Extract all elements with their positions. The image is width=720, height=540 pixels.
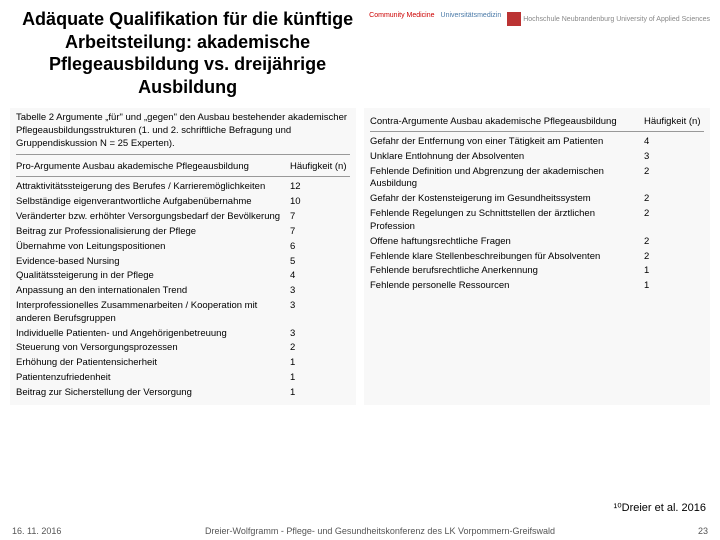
row-label: Patientenzufriedenheit xyxy=(16,372,290,385)
footer-mid: Dreier-Wolfgramm - Pflege- und Gesundhei… xyxy=(92,526,668,536)
table-row: Individuelle Patienten- und Angehörigenb… xyxy=(16,327,350,342)
row-label: Beitrag zur Professionalisierung der Pfl… xyxy=(16,226,290,239)
row-label: Gefahr der Entfernung von einer Tätigkei… xyxy=(370,136,644,149)
table-row: Fehlende Regelungen zu Schnittstellen de… xyxy=(370,207,704,235)
row-value: 2 xyxy=(644,166,704,192)
row-value: 4 xyxy=(290,270,350,283)
row-value: 2 xyxy=(644,236,704,249)
table-row: Veränderter bzw. erhöhter Versorgungsbed… xyxy=(16,210,350,225)
row-value: 1 xyxy=(290,387,350,400)
row-value: 10 xyxy=(290,196,350,209)
table-row: Beitrag zur Professionalisierung der Pfl… xyxy=(16,225,350,240)
pro-argumente-table: Tabelle 2 Argumente „für" und „gegen" de… xyxy=(10,108,356,405)
table-row: Übernahme von Leitungspositionen6 xyxy=(16,240,350,255)
row-value: 7 xyxy=(290,226,350,239)
head-label: Pro-Argumente Ausbau akademische Pflegea… xyxy=(16,161,290,172)
row-value: 3 xyxy=(290,300,350,326)
row-label: Evidence-based Nursing xyxy=(16,256,290,269)
head-value: Häufigkeit (n) xyxy=(644,116,704,127)
row-value: 2 xyxy=(644,251,704,264)
table-row: Fehlende Definition und Abgrenzung der a… xyxy=(370,165,704,193)
row-label: Qualitätssteigerung in der Pflege xyxy=(16,270,290,283)
community-medicine-logo: Community Medicine xyxy=(369,12,434,20)
table-row: Interprofessionelles Zusammenarbeiten / … xyxy=(16,299,350,327)
row-label: Interprofessionelles Zusammenarbeiten / … xyxy=(16,300,290,326)
table-row: Erhöhung der Patientensicherheit1 xyxy=(16,356,350,371)
row-value: 7 xyxy=(290,211,350,224)
table-row: Gefahr der Entfernung von einer Tätigkei… xyxy=(370,135,704,150)
row-label: Steuerung von Versorgungsprozessen xyxy=(16,342,290,355)
row-label: Erhöhung der Patientensicherheit xyxy=(16,357,290,370)
row-value: 3 xyxy=(290,328,350,341)
row-value: 2 xyxy=(644,193,704,206)
row-label: Unklare Entlohnung der Absolventen xyxy=(370,151,644,164)
table-row: Gefahr der Kostensteigerung im Gesundhei… xyxy=(370,192,704,207)
table-head-row: Contra-Argumente Ausbau akademische Pfle… xyxy=(370,112,704,132)
table-row: Steuerung von Versorgungsprozessen2 xyxy=(16,341,350,356)
row-value: 3 xyxy=(644,151,704,164)
row-label: Fehlende klare Stellenbeschreibungen für… xyxy=(370,251,644,264)
row-value: 12 xyxy=(290,181,350,194)
table-row: Attraktivitätssteigerung des Berufes / K… xyxy=(16,180,350,195)
tables-container: Tabelle 2 Argumente „für" und „gegen" de… xyxy=(0,102,720,405)
footer-date: 16. 11. 2016 xyxy=(12,526,92,536)
row-value: 1 xyxy=(644,265,704,278)
table-row: Patientenzufriedenheit1 xyxy=(16,371,350,386)
slide-title: Adäquate Qualifikation für die künftige … xyxy=(10,8,369,98)
head-label: Contra-Argumente Ausbau akademische Pfle… xyxy=(370,116,644,127)
table-row: Evidence-based Nursing5 xyxy=(16,255,350,270)
row-label: Selbständige eigenverantwortliche Aufgab… xyxy=(16,196,290,209)
row-label: Gefahr der Kostensteigerung im Gesundhei… xyxy=(370,193,644,206)
table-row: Fehlende berufsrechtliche Anerkennung1 xyxy=(370,264,704,279)
row-value: 6 xyxy=(290,241,350,254)
table-body: Attraktivitätssteigerung des Berufes / K… xyxy=(16,180,350,400)
table-caption: Tabelle 2 Argumente „für" und „gegen" de… xyxy=(16,112,350,155)
row-label: Anpassung an den internationalen Trend xyxy=(16,285,290,298)
hochschule-icon xyxy=(507,12,521,26)
row-label: Beitrag zur Sicherstellung der Versorgun… xyxy=(16,387,290,400)
row-value: 2 xyxy=(644,208,704,234)
row-value: 5 xyxy=(290,256,350,269)
row-label: Fehlende berufsrechtliche Anerkennung xyxy=(370,265,644,278)
table-row: Qualitätssteigerung in der Pflege4 xyxy=(16,269,350,284)
row-label: Offene haftungsrechtliche Fragen xyxy=(370,236,644,249)
footer-page: 23 xyxy=(668,526,708,536)
row-label: Übernahme von Leitungspositionen xyxy=(16,241,290,254)
table-body: Gefahr der Entfernung von einer Tätigkei… xyxy=(370,135,704,294)
hochschule-label: Hochschule Neubrandenburg University of … xyxy=(523,16,710,23)
table-row: Fehlende klare Stellenbeschreibungen für… xyxy=(370,250,704,265)
logo-group: Community Medicine Universitätsmedizin H… xyxy=(369,8,710,26)
row-value: 3 xyxy=(290,285,350,298)
contra-argumente-table: Contra-Argumente Ausbau akademische Pfle… xyxy=(364,108,710,405)
row-label: Fehlende Regelungen zu Schnittstellen de… xyxy=(370,208,644,234)
row-value: 2 xyxy=(290,342,350,355)
row-value: 1 xyxy=(290,357,350,370)
hochschule-logo: Hochschule Neubrandenburg University of … xyxy=(507,12,710,26)
row-label: Fehlende Definition und Abgrenzung der a… xyxy=(370,166,644,192)
row-value: 1 xyxy=(290,372,350,385)
table-row: Unklare Entlohnung der Absolventen3 xyxy=(370,150,704,165)
head-value: Häufigkeit (n) xyxy=(290,161,350,172)
table-row: Selbständige eigenverantwortliche Aufgab… xyxy=(16,195,350,210)
row-value: 4 xyxy=(644,136,704,149)
universitaetsmedizin-logo: Universitätsmedizin xyxy=(441,12,502,20)
table-row: Offene haftungsrechtliche Fragen2 xyxy=(370,235,704,250)
table-row: Fehlende personelle Ressourcen1 xyxy=(370,279,704,294)
row-label: Individuelle Patienten- und Angehörigenb… xyxy=(16,328,290,341)
slide-header: Adäquate Qualifikation für die künftige … xyxy=(0,0,720,102)
row-label: Fehlende personelle Ressourcen xyxy=(370,280,644,293)
citation-text: ¹⁰Dreier et al. 2016 xyxy=(614,501,706,514)
table-head-row: Pro-Argumente Ausbau akademische Pflegea… xyxy=(16,157,350,177)
row-label: Veränderter bzw. erhöhter Versorgungsbed… xyxy=(16,211,290,224)
row-label: Attraktivitätssteigerung des Berufes / K… xyxy=(16,181,290,194)
table-row: Anpassung an den internationalen Trend3 xyxy=(16,284,350,299)
row-value: 1 xyxy=(644,280,704,293)
table-row: Beitrag zur Sicherstellung der Versorgun… xyxy=(16,386,350,401)
slide-footer: 16. 11. 2016 Dreier-Wolfgramm - Pflege- … xyxy=(0,526,720,536)
